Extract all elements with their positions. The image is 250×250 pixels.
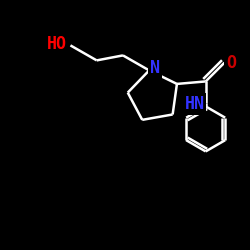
Text: HN: HN xyxy=(184,95,204,113)
Text: N: N xyxy=(150,59,160,77)
Text: HO: HO xyxy=(47,35,67,53)
Text: O: O xyxy=(226,54,236,72)
